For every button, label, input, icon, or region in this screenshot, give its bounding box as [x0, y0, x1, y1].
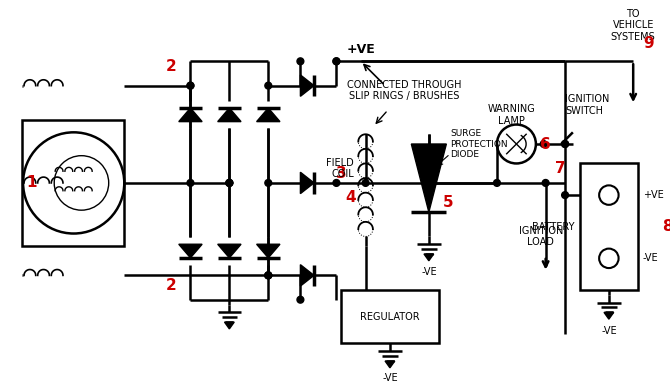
Text: 4: 4 [346, 190, 356, 205]
Circle shape [265, 82, 272, 89]
Text: +VE: +VE [346, 43, 375, 56]
Circle shape [187, 82, 194, 89]
Bar [341, 290, 439, 343]
Bar [22, 120, 124, 246]
Circle shape [226, 179, 232, 186]
Polygon shape [257, 108, 280, 122]
Circle shape [187, 179, 194, 186]
Text: -VE: -VE [643, 253, 659, 263]
Polygon shape [300, 75, 314, 96]
Text: FIELD
COIL: FIELD COIL [326, 158, 354, 179]
Polygon shape [300, 265, 314, 286]
Circle shape [187, 82, 194, 89]
Circle shape [425, 179, 432, 186]
Circle shape [362, 179, 369, 186]
Polygon shape [218, 244, 241, 258]
Text: REGULATOR: REGULATOR [360, 312, 419, 322]
Circle shape [226, 179, 232, 186]
Polygon shape [385, 361, 395, 368]
Text: CONNECTED THROUGH
SLIP RINGS / BRUSHES: CONNECTED THROUGH SLIP RINGS / BRUSHES [347, 80, 462, 101]
Text: IGNITION
LOAD: IGNITION LOAD [519, 226, 563, 247]
Text: -VE: -VE [382, 373, 398, 382]
Circle shape [265, 179, 272, 186]
Circle shape [265, 272, 272, 279]
Text: 6: 6 [540, 137, 551, 151]
Polygon shape [179, 244, 202, 258]
Text: SURGE
PROTECTION
DIODE: SURGE PROTECTION DIODE [450, 129, 508, 159]
Polygon shape [218, 108, 241, 122]
Text: -VE: -VE [421, 268, 437, 277]
Circle shape [226, 179, 232, 186]
Circle shape [425, 179, 432, 186]
Text: 2: 2 [165, 278, 176, 293]
Text: 2: 2 [165, 59, 176, 74]
Polygon shape [604, 312, 614, 319]
Circle shape [297, 296, 304, 303]
Circle shape [542, 179, 549, 186]
Bar [580, 163, 638, 290]
Circle shape [540, 140, 547, 147]
Text: 9: 9 [643, 36, 653, 51]
Text: BATTERY: BATTERY [532, 222, 575, 232]
Circle shape [333, 58, 340, 65]
Text: +VE: +VE [643, 190, 664, 200]
Circle shape [333, 58, 340, 65]
Polygon shape [424, 254, 433, 261]
Circle shape [561, 140, 568, 147]
Text: WARNING
LAMP: WARNING LAMP [488, 104, 535, 126]
Text: TO
VEHICLE
SYSTEMS: TO VEHICLE SYSTEMS [611, 9, 655, 42]
Polygon shape [411, 144, 446, 212]
Circle shape [494, 179, 500, 186]
Polygon shape [257, 244, 280, 258]
Polygon shape [179, 108, 202, 122]
Text: 7: 7 [555, 161, 565, 176]
Circle shape [333, 179, 340, 186]
Text: IGNITION
SWITCH: IGNITION SWITCH [565, 94, 610, 116]
Circle shape [561, 192, 568, 198]
Text: 1: 1 [27, 175, 37, 191]
Text: -VE: -VE [601, 326, 616, 336]
Text: 8: 8 [663, 219, 670, 234]
Circle shape [265, 272, 272, 279]
Circle shape [561, 140, 568, 147]
Text: 5: 5 [443, 195, 454, 210]
Text: 3: 3 [336, 166, 346, 181]
Polygon shape [300, 172, 314, 194]
Circle shape [265, 272, 272, 279]
Polygon shape [224, 322, 234, 329]
Circle shape [297, 58, 304, 65]
